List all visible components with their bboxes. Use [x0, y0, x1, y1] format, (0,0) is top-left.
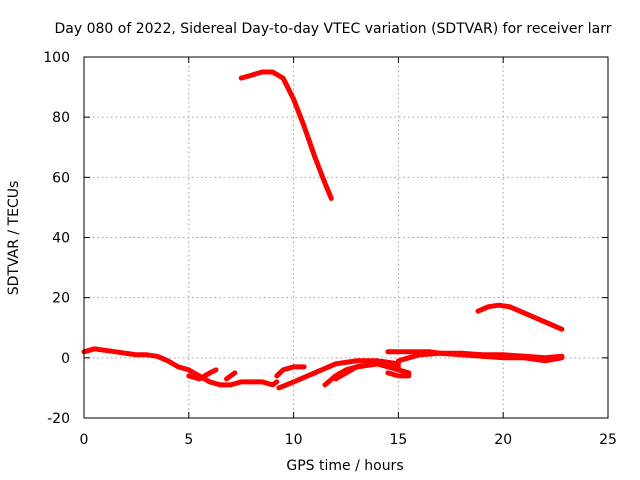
x-tick-label: 25 — [599, 432, 617, 448]
series-track-9 — [333, 361, 412, 382]
x-tick-label: 10 — [285, 432, 303, 448]
y-tick-label: -20 — [47, 411, 70, 427]
series-track-6 — [238, 69, 334, 201]
y-tick-label: 0 — [61, 351, 70, 367]
series-track-5 — [274, 364, 307, 379]
series-track-10 — [385, 370, 412, 379]
y-axis-label: SDTVAR / TECUs — [6, 181, 22, 296]
data-series — [81, 69, 565, 391]
axis-ticks: 0 5 10 15 20 25 -20 0 20 40 60 80 100 — [43, 50, 617, 448]
x-tick-label: 5 — [184, 432, 193, 448]
series-track-2 — [186, 367, 219, 382]
grid-lines — [84, 57, 608, 418]
series-track-13 — [427, 349, 565, 361]
series-track-4 — [224, 370, 238, 382]
x-tick-label: 0 — [80, 432, 89, 448]
x-tick-label: 20 — [494, 432, 512, 448]
y-tick-label: 20 — [52, 291, 70, 307]
series-track-14 — [475, 302, 565, 332]
chart-title: Day 080 of 2022, Sidereal Day-to-day VTE… — [55, 21, 612, 37]
y-tick-label: 80 — [52, 110, 70, 126]
series-track-1 — [81, 346, 223, 388]
series-track-3 — [217, 379, 280, 388]
y-tick-label: 100 — [43, 50, 70, 66]
y-tick-label: 60 — [52, 170, 70, 186]
series-track-7 — [276, 358, 401, 391]
x-tick-label: 15 — [389, 432, 407, 448]
x-axis-label: GPS time / hours — [286, 458, 403, 474]
y-tick-label: 40 — [52, 231, 70, 247]
